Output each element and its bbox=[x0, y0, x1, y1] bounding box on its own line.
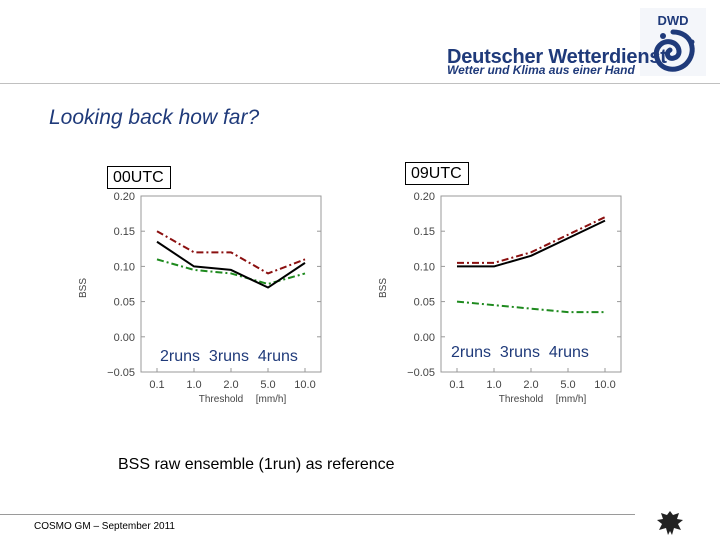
y-tick-label: 0.00 bbox=[414, 332, 435, 344]
panel-label-00utc: 00UTC bbox=[107, 166, 171, 189]
logo-tagline: Wetter und Klima aus einer Hand bbox=[447, 63, 635, 77]
series-line-3runs bbox=[457, 219, 606, 268]
y-tick-label: 0.15 bbox=[414, 226, 435, 238]
legend-entry: 3runs bbox=[499, 344, 540, 361]
legend-entry: 3runs bbox=[208, 348, 249, 365]
dwd-logo-icon: DWD bbox=[640, 8, 706, 76]
plot-frame bbox=[140, 195, 322, 373]
y-tick-label: −0.05 bbox=[407, 367, 435, 379]
x-tick-label: 10.0 bbox=[294, 379, 315, 391]
panel-label-09utc: 09UTC bbox=[405, 162, 469, 185]
header-divider bbox=[0, 83, 720, 84]
y-tick-label: 0.10 bbox=[114, 261, 135, 273]
logo-badge: DWD bbox=[657, 13, 688, 28]
y-tick-label: 0.05 bbox=[114, 297, 135, 309]
y-tick-label: 0.20 bbox=[114, 191, 135, 203]
slide-title: Looking back how far? bbox=[49, 106, 260, 129]
footer-divider bbox=[0, 514, 635, 515]
series-line-2runs bbox=[156, 258, 306, 285]
chart-00utc: 0.20 0.15 0.10 0.05 0.00 −0.05 0.1 1.0 2.0 5.0 10.… bbox=[78, 191, 322, 405]
footer-text: COSMO GM – September 2011 bbox=[34, 521, 175, 532]
x-tick-label: 5.0 bbox=[260, 379, 275, 391]
legend-entry: 2runs bbox=[160, 348, 201, 365]
x-tick-label: 1.0 bbox=[486, 379, 501, 391]
x-tick-label: 1.0 bbox=[186, 379, 201, 391]
series-line-3runs bbox=[156, 240, 306, 289]
x-axis-label: Threshold bbox=[199, 394, 243, 405]
legend-entry: 4runs bbox=[548, 344, 589, 361]
y-tick-label: 0.20 bbox=[414, 191, 435, 203]
x-tick-label: 2.0 bbox=[223, 379, 238, 391]
y-tick-label: 0.00 bbox=[114, 332, 135, 344]
x-tick-label: 5.0 bbox=[560, 379, 575, 391]
legend-entry: 2runs bbox=[451, 344, 492, 361]
y-tick-label: 0.15 bbox=[114, 226, 135, 238]
caption: BSS raw ensemble (1run) as reference bbox=[118, 456, 395, 473]
logo-title: Deutscher Wetterdienst bbox=[447, 46, 667, 68]
chart-09utc: 0.20 0.15 0.10 0.05 0.00 −0.05 0.1 1.0 2.0 5.0 10.… bbox=[378, 191, 622, 405]
x-axis-label: Threshold bbox=[499, 394, 543, 405]
y-tick-label: −0.05 bbox=[107, 367, 135, 379]
y-axis-label: BSS bbox=[78, 278, 89, 298]
x-axis-unit: [mm/h] bbox=[556, 394, 587, 405]
x-tick-label: 10.0 bbox=[594, 379, 615, 391]
x-tick-label: 0.1 bbox=[149, 379, 164, 391]
y-axis-label: BSS bbox=[378, 278, 389, 298]
x-axis-unit: [mm/h] bbox=[256, 394, 287, 405]
x-tick-label: 0.1 bbox=[449, 379, 464, 391]
y-tick-label: 0.05 bbox=[414, 297, 435, 309]
legend-09utc: 2runs 3runs 4runs bbox=[451, 344, 589, 362]
legend-00utc: 2runs 3runs 4runs bbox=[160, 348, 298, 366]
x-tick-label: 2.0 bbox=[523, 379, 538, 391]
y-tick-label: 0.10 bbox=[414, 261, 435, 273]
legend-entry: 4runs bbox=[257, 348, 298, 365]
federal-eagle-icon bbox=[657, 511, 683, 535]
series-line-2runs bbox=[456, 300, 605, 314]
